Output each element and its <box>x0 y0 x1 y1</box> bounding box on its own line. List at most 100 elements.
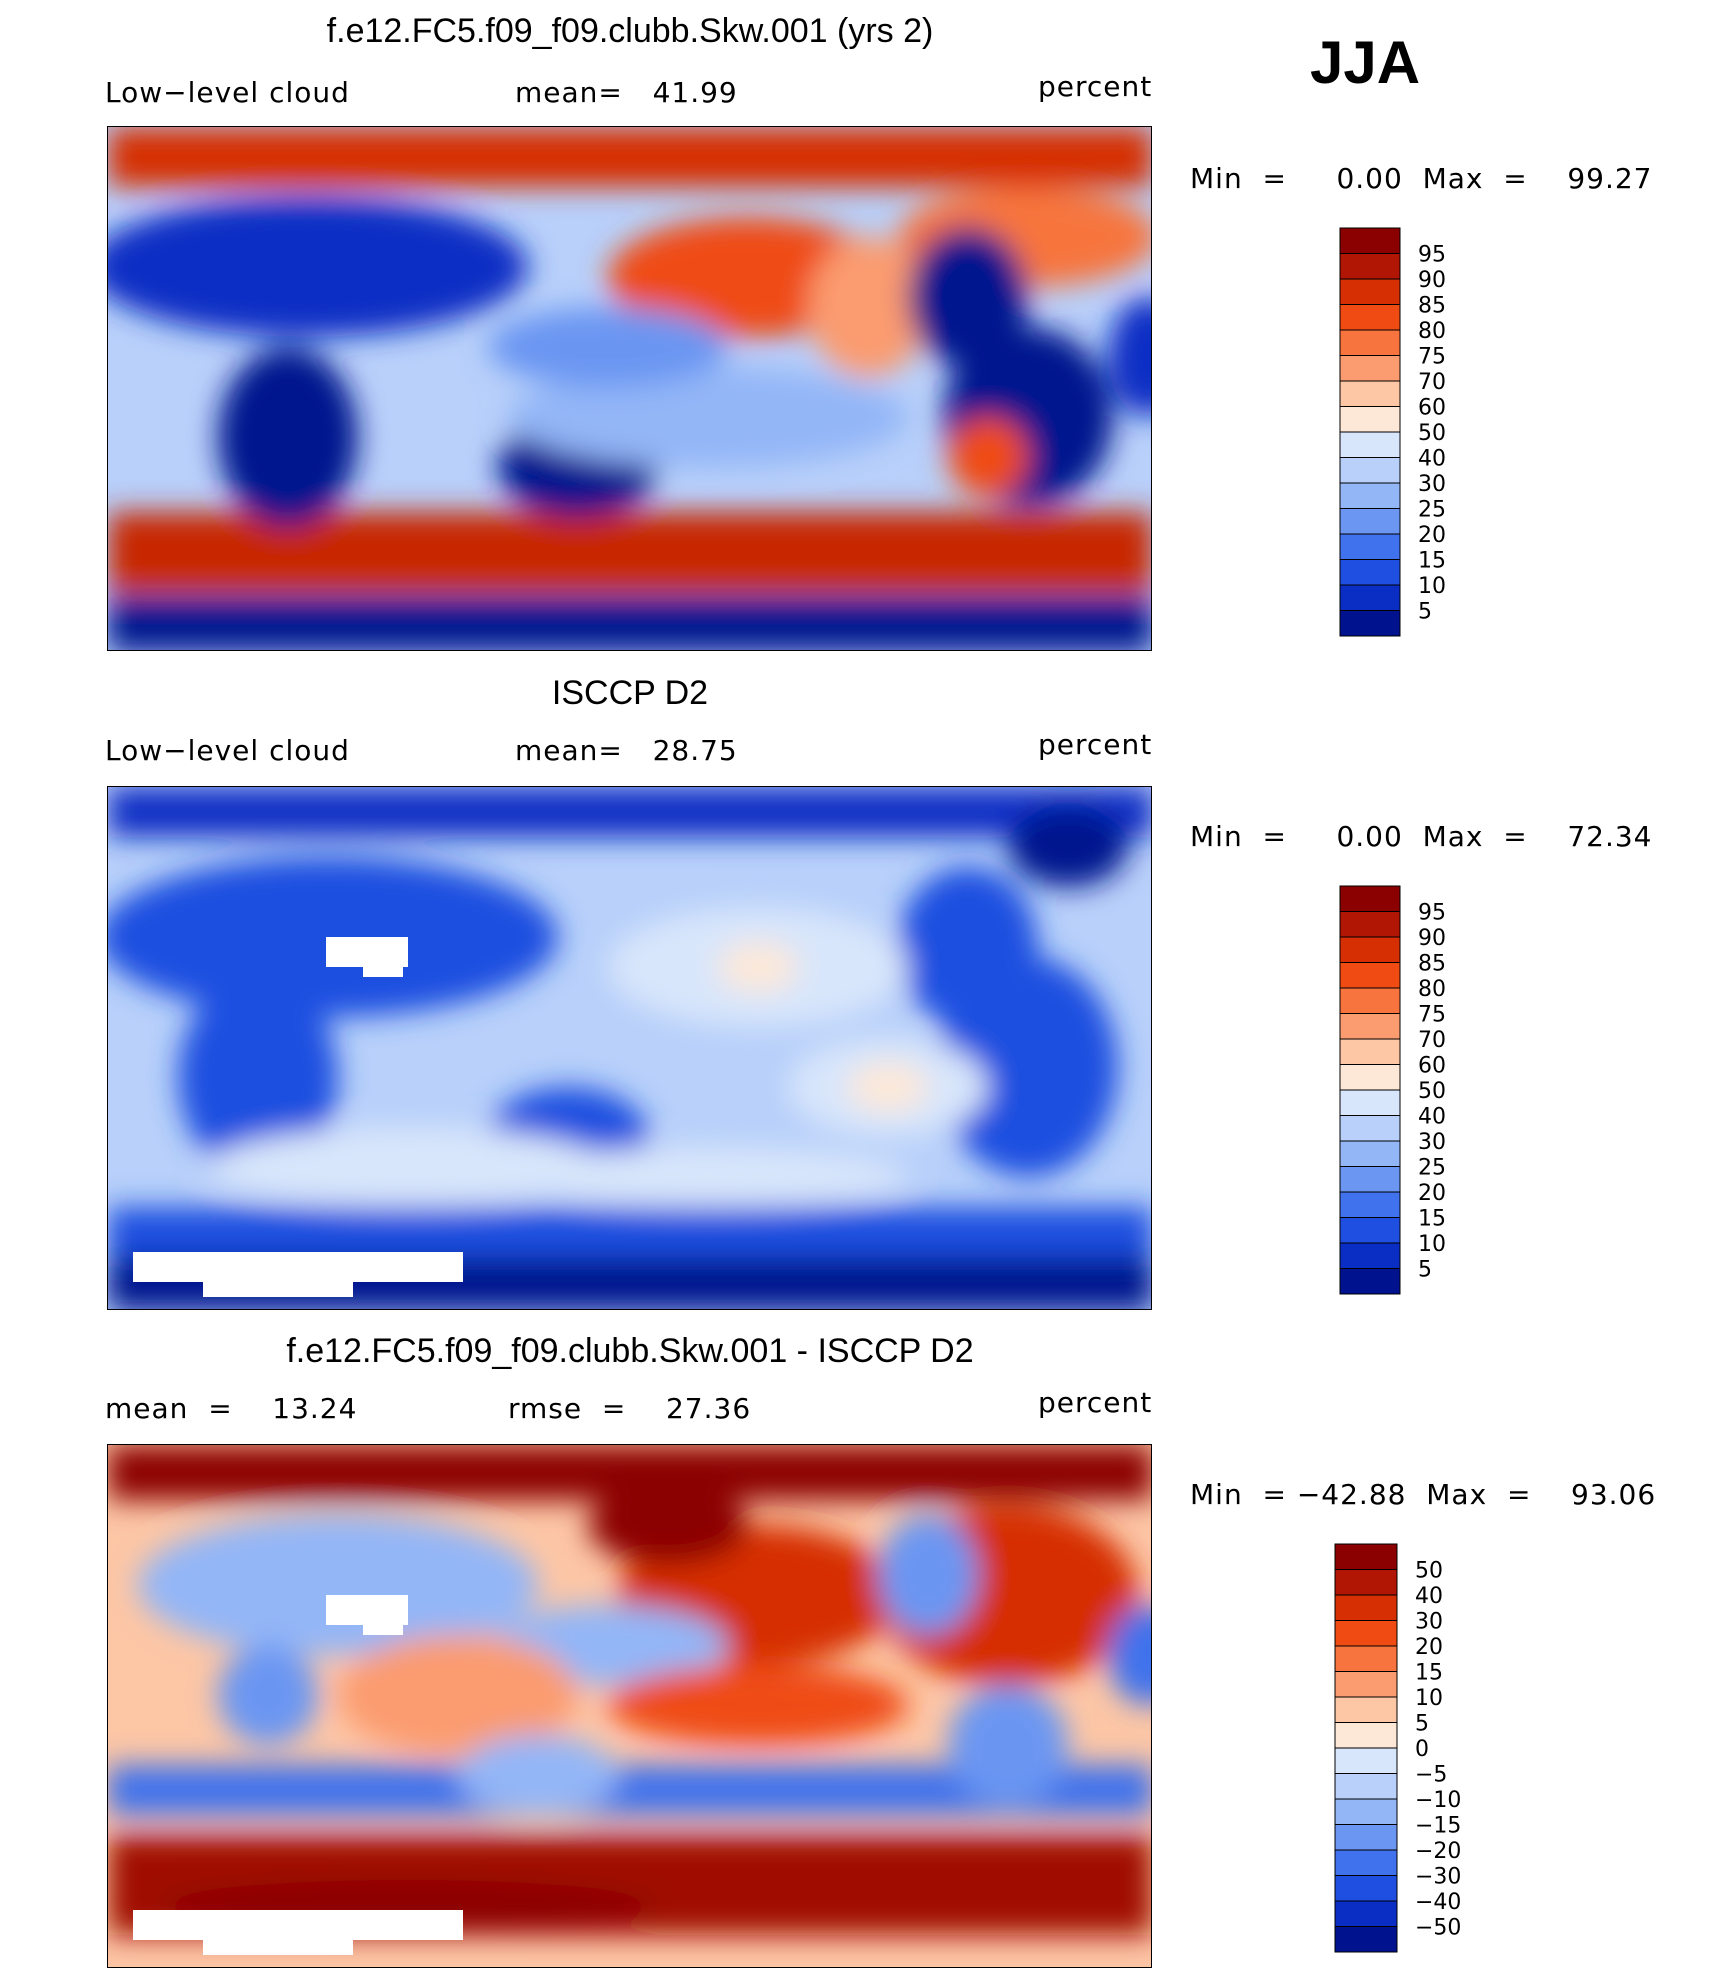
colorbar-tick-label: 75 <box>1418 345 1446 370</box>
colorbar-swatch <box>1339 355 1401 382</box>
colorbar-swatch <box>1339 911 1401 938</box>
colorbar-tick-label: 25 <box>1418 1156 1446 1181</box>
colorbar-tick-label: 20 <box>1418 523 1446 548</box>
colorbar-tick-label: 80 <box>1418 977 1446 1002</box>
colorbar-swatch <box>1334 1620 1398 1647</box>
colorbar-swatch <box>1339 1166 1401 1193</box>
colorbar-tick-label: −20 <box>1415 1839 1461 1864</box>
colorbar-tick-label: 95 <box>1418 901 1446 926</box>
panel-model-map <box>107 126 1152 651</box>
colorbar-swatch <box>1339 936 1401 963</box>
colorbar-swatch <box>1339 278 1401 305</box>
colorbar-tick-label: 0 <box>1415 1737 1429 1762</box>
colorbar-tick-label: 5 <box>1415 1712 1429 1737</box>
colorbar-tick-label: 60 <box>1418 1054 1446 1079</box>
panel-model-minmax: Min = 0.00 Max = 99.27 <box>1190 162 1653 195</box>
colorbar-tick-label: −40 <box>1415 1890 1461 1915</box>
colorbar-swatch <box>1334 1926 1398 1953</box>
colorbar-tick-label: −10 <box>1415 1788 1461 1813</box>
colorbar-swatch <box>1339 1191 1401 1218</box>
colorbar-swatch <box>1334 1696 1398 1723</box>
colorbar-swatch <box>1339 610 1401 637</box>
colorbar-swatch <box>1339 1242 1401 1269</box>
panel-diff-map <box>107 1444 1152 1968</box>
colorbar-swatch <box>1334 1849 1398 1876</box>
panel-obs-map <box>107 786 1152 1310</box>
colorbar-swatch <box>1339 227 1401 254</box>
panel-obs-units: percent <box>1038 728 1153 761</box>
colorbar-tick-label: 5 <box>1418 600 1432 625</box>
colorbar-tick-label: 15 <box>1415 1661 1443 1686</box>
colorbar-swatch <box>1334 1671 1398 1698</box>
colorbar-swatch <box>1334 1722 1398 1749</box>
colorbar-swatch <box>1339 1038 1401 1065</box>
colorbar-tick-label: 50 <box>1418 421 1446 446</box>
panel-obs-left-label: Low−level cloud <box>105 734 350 767</box>
colorbar-swatch <box>1339 1064 1401 1091</box>
colorbar-swatch <box>1339 1089 1401 1116</box>
colorbar-swatch <box>1334 1747 1398 1774</box>
colorbar-swatch <box>1339 885 1401 912</box>
colorbar-tick-label: 25 <box>1418 498 1446 523</box>
colorbar-tick-label: 60 <box>1418 396 1446 421</box>
colorbar-swatch <box>1339 584 1401 611</box>
panel-obs-colorbar: 95 90 85 80 75 70 60 50 40 30 25 20 15 10 5 <box>1339 885 1480 1298</box>
colorbar-tick-label: 50 <box>1415 1559 1443 1584</box>
colorbar-swatch <box>1339 304 1401 331</box>
colorbar-tick-label: −15 <box>1415 1814 1461 1839</box>
colorbar-tick-label: 50 <box>1418 1079 1446 1104</box>
panel-diff-units: percent <box>1038 1386 1153 1419</box>
panel-diff-minmax: Min = −42.88 Max = 93.06 <box>1190 1478 1657 1511</box>
colorbar-swatch <box>1339 559 1401 586</box>
colorbar-tick-label: 20 <box>1418 1181 1446 1206</box>
colorbar-tick-label: 75 <box>1418 1003 1446 1028</box>
colorbar-tick-label: 5 <box>1418 1258 1432 1283</box>
panel-model-mean: mean= 41.99 <box>515 76 738 109</box>
colorbar-swatch <box>1334 1900 1398 1927</box>
colorbar-tick-label: 20 <box>1415 1635 1443 1660</box>
colorbar-tick-label: 40 <box>1418 1105 1446 1130</box>
colorbar-tick-label: 85 <box>1418 294 1446 319</box>
colorbar-tick-label: 15 <box>1418 1207 1446 1232</box>
colorbar-tick-label: 90 <box>1418 268 1446 293</box>
colorbar-swatch <box>1339 380 1401 407</box>
colorbar-swatch <box>1334 1773 1398 1800</box>
panel-model-title: f.e12.FC5.f09_f09.clubb.Skw.001 (yrs 2) <box>326 12 934 50</box>
colorbar-swatch <box>1339 1013 1401 1040</box>
colorbar-tick-label: 10 <box>1415 1686 1443 1711</box>
colorbar-swatch <box>1334 1543 1398 1570</box>
colorbar-swatch <box>1339 482 1401 509</box>
colorbar-tick-label: −5 <box>1415 1763 1447 1788</box>
colorbar-swatch <box>1339 1268 1401 1295</box>
colorbar-tick-label: 70 <box>1418 1028 1446 1053</box>
colorbar-swatch <box>1339 329 1401 356</box>
panel-obs-title: ISCCP D2 <box>551 674 709 712</box>
colorbar-swatch <box>1339 508 1401 535</box>
panel-model-colorbar: 95 90 85 80 75 70 60 50 40 30 25 20 15 10 5 <box>1339 227 1480 640</box>
colorbar-tick-label: 40 <box>1415 1584 1443 1609</box>
colorbar-tick-label: 90 <box>1418 926 1446 951</box>
colorbar-swatch <box>1334 1569 1398 1596</box>
panel-model-left-label: Low−level cloud <box>105 76 350 109</box>
colorbar-tick-label: 40 <box>1418 447 1446 472</box>
colorbar-swatch <box>1339 253 1401 280</box>
colorbar-swatch <box>1339 962 1401 989</box>
colorbar-tick-label: 30 <box>1418 1130 1446 1155</box>
panel-diff-colorbar: 50 40 30 20 15 10 5 0 −5 −10 −15 −20 −30 −40 −50 <box>1334 1543 1485 1956</box>
colorbar-tick-label: 30 <box>1418 472 1446 497</box>
colorbar-swatch <box>1339 1115 1401 1142</box>
colorbar-tick-label: 30 <box>1415 1610 1443 1635</box>
colorbar-swatch <box>1339 431 1401 458</box>
panel-diff-mean: mean = 13.24 <box>105 1392 358 1425</box>
colorbar-tick-label: −30 <box>1415 1865 1461 1890</box>
panel-model-units: percent <box>1038 70 1153 103</box>
colorbar-swatch <box>1334 1594 1398 1621</box>
colorbar-tick-label: 70 <box>1418 370 1446 395</box>
colorbar-swatch <box>1334 1645 1398 1672</box>
colorbar-swatch <box>1334 1875 1398 1902</box>
panel-obs-minmax: Min = 0.00 Max = 72.34 <box>1190 820 1653 853</box>
colorbar-swatch <box>1339 406 1401 433</box>
colorbar-swatch <box>1334 1798 1398 1825</box>
colorbar-swatch <box>1339 1140 1401 1167</box>
colorbar-tick-label: −50 <box>1415 1916 1461 1941</box>
